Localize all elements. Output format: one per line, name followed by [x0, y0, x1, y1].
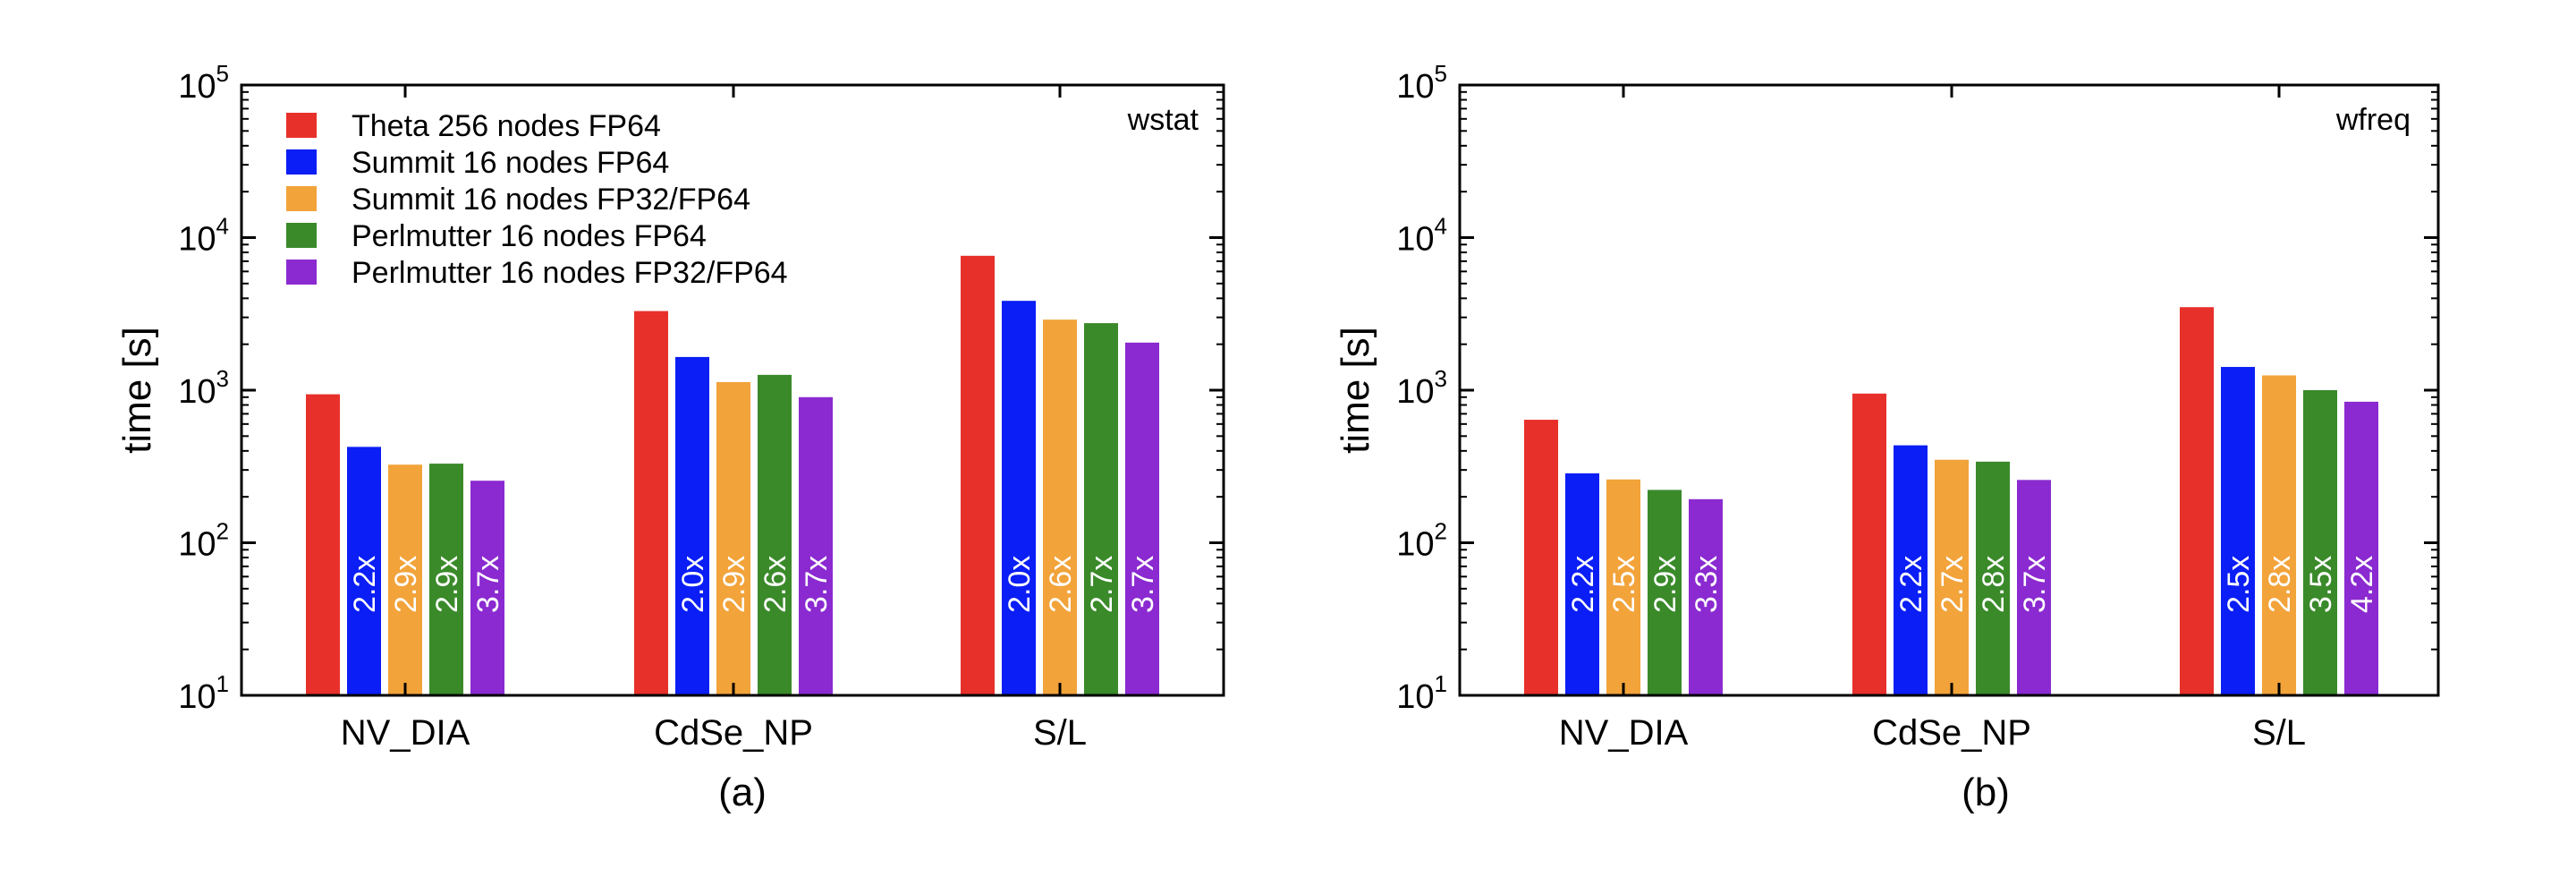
bar-s-l-series-2	[1002, 301, 1036, 695]
speedup-label: 4.2x	[2345, 556, 2379, 613]
x-tick-label: NV_DIA	[341, 713, 470, 753]
bar-nv-dia-series-5	[470, 481, 504, 695]
speedup-label: 2.2x	[348, 556, 382, 613]
speedup-label: 2.7x	[1936, 556, 1970, 613]
x-tick-label: CdSe_NP	[1872, 713, 2031, 753]
x-tick-label: S/L	[2252, 713, 2306, 753]
speedup-label: 2.6x	[758, 556, 792, 613]
bar-nv-dia-series-5	[1689, 498, 1723, 695]
speedup-label: 2.2x	[1894, 556, 1928, 613]
speedup-label: 2.9x	[717, 556, 751, 613]
speedup-label: 3.3x	[1690, 556, 1724, 613]
bar-cdse-np-series-5	[799, 396, 833, 695]
bar-nv-dia-series-1	[306, 394, 340, 695]
legend-label: Perlmutter 16 nodes FP32/FP64	[352, 256, 788, 290]
panel-label: (a)	[718, 771, 767, 814]
speedup-label: 2.8x	[1977, 556, 2011, 613]
speedup-label: 2.5x	[2222, 556, 2256, 613]
y-tick-label: 103	[178, 365, 229, 411]
speedup-label: 3.5x	[2304, 556, 2338, 613]
legend-swatch	[286, 113, 317, 138]
bar-nv-dia-series-1	[1524, 420, 1558, 695]
y-tick-label: 101	[178, 670, 229, 716]
bar-nv-dia-series-2	[1565, 473, 1599, 695]
legend-label: Perlmutter 16 nodes FP64	[352, 219, 707, 253]
speedup-label: 2.8x	[2263, 556, 2297, 613]
speedup-label: 3.7x	[2018, 556, 2052, 613]
speedup-label: 2.6x	[1044, 556, 1078, 613]
bar-s-l-series-3	[2262, 375, 2296, 695]
panel-label: (b)	[1962, 771, 2010, 814]
y-tick-label: 101	[1396, 670, 1447, 716]
speedup-label: 2.9x	[1648, 556, 1682, 613]
panel-annotation: wstat	[1127, 103, 1199, 137]
bar-cdse-np-series-3	[1935, 459, 1969, 695]
legend-label: Theta 256 nodes FP64	[352, 109, 661, 143]
x-tick-label: NV_DIA	[1559, 713, 1689, 753]
bar-cdse-np-series-1	[1852, 393, 1886, 695]
speedup-label: 2.0x	[1003, 556, 1037, 613]
y-axis-title: time [s]	[1334, 327, 1377, 454]
chart-panel-1: 2.2x 2.0x 2.0x2.9x 2.9x 2.6x2.9x 2.6x 2.7x3.7x…	[115, 60, 1225, 814]
bar-s-l-series-3	[1043, 319, 1077, 695]
bar-cdse-np-series-4	[758, 374, 792, 695]
speedup-label: 2.7x	[1085, 556, 1119, 613]
bar-cdse-np-series-2	[675, 356, 709, 695]
legend-swatch	[286, 260, 317, 285]
bar-s-l-series-2	[2221, 367, 2255, 695]
y-tick-label: 102	[178, 518, 229, 564]
y-axis-title: time [s]	[115, 327, 159, 454]
bar-s-l-series-5	[2344, 401, 2378, 695]
y-tick-label: 105	[1396, 60, 1447, 106]
speedup-label: 2.2x	[1566, 556, 1600, 613]
bar-s-l-series-1	[2180, 307, 2214, 695]
legend-swatch	[286, 223, 317, 248]
speedup-label: 2.9x	[389, 556, 423, 613]
bar-s-l-series-4	[1084, 323, 1118, 695]
x-tick-label: S/L	[1033, 713, 1087, 753]
legend-label: Summit 16 nodes FP32/FP64	[352, 183, 750, 217]
speedup-label: 3.7x	[471, 556, 505, 613]
legend-label: Summit 16 nodes FP64	[352, 146, 669, 180]
speedup-label: 3.7x	[1126, 556, 1160, 613]
panel-annotation: wfreq	[2335, 103, 2411, 137]
bar-nv-dia-series-2	[347, 447, 381, 695]
speedup-label: 2.5x	[1607, 556, 1641, 613]
bar-cdse-np-series-3	[716, 381, 750, 695]
x-tick-label: CdSe_NP	[654, 713, 813, 753]
bar-nv-dia-series-4	[429, 464, 463, 695]
bar-s-l-series-1	[961, 255, 995, 695]
chart-panel-2: 2.2x 2.2x 2.5x2.5x 2.7x 2.8x2.9x 2.8x 3.5x3.3x…	[1334, 60, 2440, 814]
speedup-label: 2.0x	[676, 556, 710, 613]
y-tick-label: 105	[178, 60, 229, 106]
bar-nv-dia-series-3	[388, 464, 422, 695]
bar-cdse-np-series-4	[1976, 461, 2010, 695]
bar-cdse-np-series-1	[634, 311, 668, 695]
bar-s-l-series-5	[1125, 342, 1159, 695]
bar-cdse-np-series-5	[2017, 480, 2051, 695]
y-tick-label: 103	[1396, 365, 1447, 411]
speedup-label: 2.9x	[430, 556, 464, 613]
y-tick-label: 102	[1396, 518, 1447, 564]
y-tick-label: 104	[1396, 213, 1447, 259]
y-tick-label: 104	[178, 213, 229, 259]
speedup-label: 3.7x	[800, 556, 834, 613]
legend-swatch	[286, 149, 317, 175]
bar-cdse-np-series-2	[1894, 445, 1928, 695]
bar-s-l-series-4	[2303, 390, 2337, 695]
bar-nv-dia-series-3	[1606, 479, 1640, 695]
legend-swatch	[286, 186, 317, 211]
bar-nv-dia-series-4	[1648, 490, 1682, 695]
